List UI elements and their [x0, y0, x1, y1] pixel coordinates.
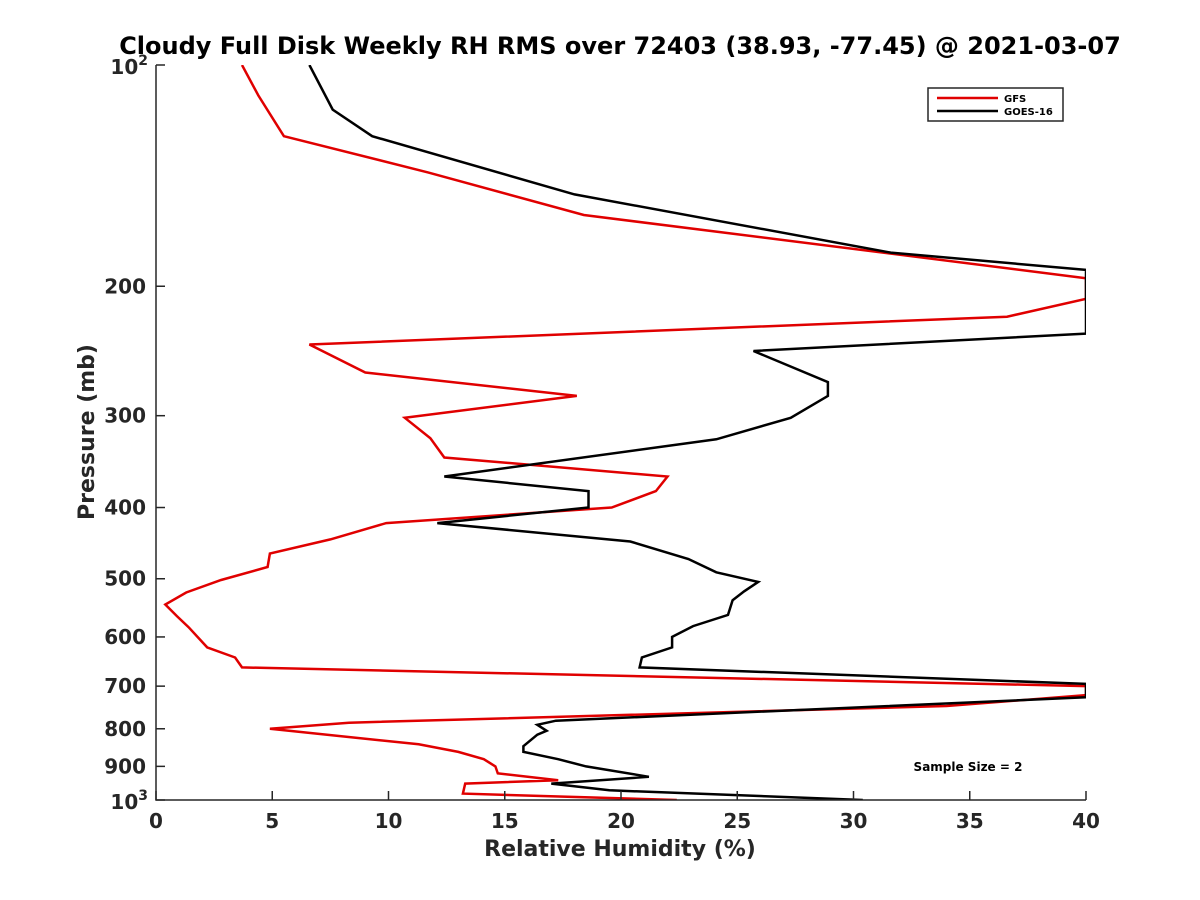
y-tick-label: 102	[110, 53, 148, 79]
legend-label-goes-16: GOES-16	[1004, 107, 1053, 118]
series-layer	[163, 65, 1086, 800]
y-tick-label: 300	[104, 404, 146, 428]
x-tick-label: 5	[265, 809, 279, 833]
legend-label-gfs: GFS	[1004, 94, 1026, 105]
x-tick-label: 25	[723, 809, 751, 833]
y-tick-label: 103	[110, 788, 148, 814]
legend-box	[927, 87, 1064, 122]
x-tick-label: 35	[956, 809, 984, 833]
y-tick-label: 800	[104, 717, 146, 741]
plot-area: 0 5 10 15 20 25 30 35 40 102 200 300 400 500 600 700 80…	[104, 53, 1100, 833]
y-tick-label: 400	[104, 496, 146, 520]
legend[interactable]: GFS GOES-16	[927, 87, 1064, 122]
series-line-gfs	[163, 65, 1086, 800]
y-tick-label: 200	[104, 274, 146, 298]
y-axis-label: Pressure (mb)	[75, 344, 100, 520]
x-tick-label: 30	[840, 809, 868, 833]
series-line-goes-16	[308, 65, 1086, 800]
x-tick-label: 40	[1072, 809, 1100, 833]
x-tick-label: 20	[607, 809, 635, 833]
x-axis-label: Relative Humidity (%)	[484, 837, 756, 862]
y-axis-ticks: 102 200 300 400 500 600 700 800 900 103	[104, 53, 165, 814]
x-axis-ticks: 0 5 10 15 20 25 30 35 40	[149, 791, 1100, 833]
y-tick-label: 500	[104, 567, 146, 591]
chart-title: Cloudy Full Disk Weekly RH RMS over 7240…	[119, 32, 1121, 60]
plot-background	[156, 65, 1086, 800]
x-tick-label: 0	[149, 809, 163, 833]
y-tick-label: 700	[104, 674, 146, 698]
y-tick-label: 600	[104, 625, 146, 649]
x-tick-label: 15	[491, 809, 519, 833]
sample-size-annotation: Sample Size = 2	[914, 760, 1023, 774]
x-tick-label: 10	[375, 809, 403, 833]
y-tick-label: 900	[104, 754, 146, 778]
